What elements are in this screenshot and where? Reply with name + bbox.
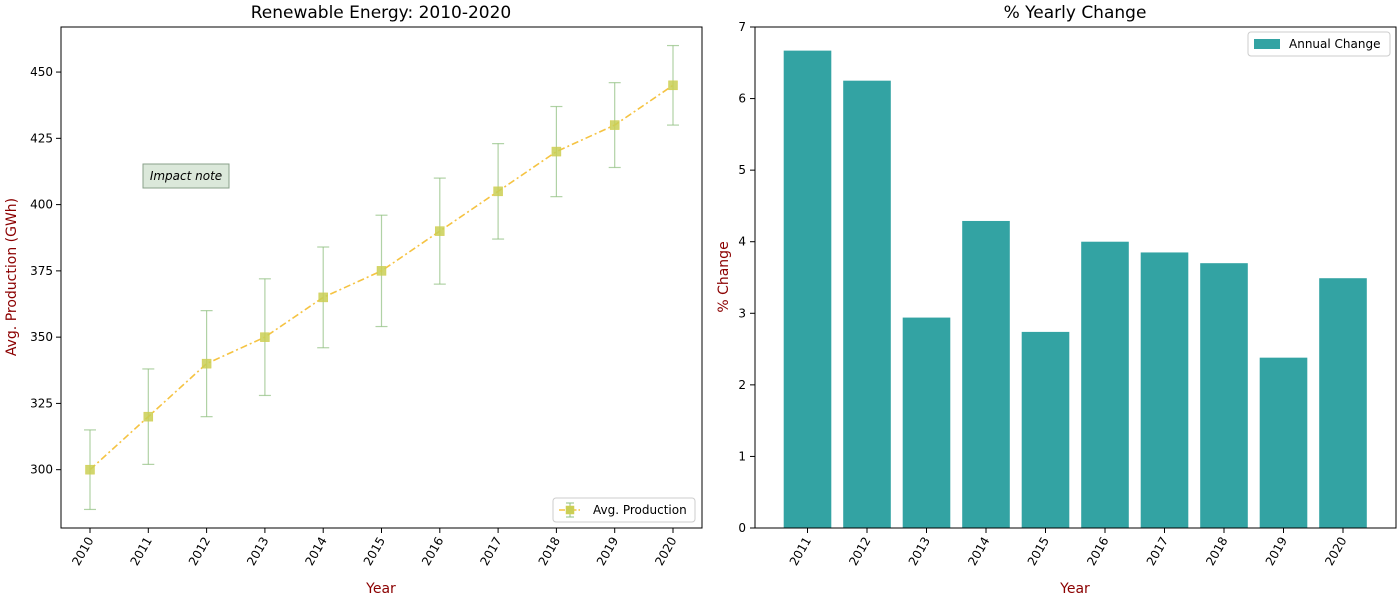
data-point [143, 411, 154, 422]
data-point [376, 266, 387, 276]
legend: Avg. Production [552, 497, 696, 523]
x-tick-label: 2017 [1144, 535, 1171, 568]
legend-frame [1247, 31, 1391, 57]
x-tick-label: 2016 [419, 535, 446, 568]
x-axis-ticks: 2010 2011 2012 2013 2014 2015 2016 2017 2018 2019… [69, 528, 680, 568]
x-tick-label: 2014 [965, 535, 992, 568]
y-tick-label: 6 [738, 92, 746, 106]
bar-2020 [1319, 278, 1367, 528]
y-tick-label: 375 [30, 264, 53, 278]
bar-2016 [1081, 241, 1129, 528]
bars [783, 50, 1367, 529]
x-tick-label: 2011 [128, 535, 155, 568]
y-tick-label: 4 [738, 235, 746, 249]
x-tick-label: 2016 [1084, 535, 1111, 568]
data-point [201, 358, 212, 369]
y-tick-label: 2 [738, 378, 746, 392]
bar-2013 [902, 317, 951, 528]
plot-frame [754, 26, 1397, 529]
data-point [668, 80, 678, 91]
bar-2017 [1140, 252, 1189, 528]
annotation-background [142, 163, 230, 189]
y-axis-label: % Change [716, 241, 732, 312]
legend-label: Annual Change [1289, 37, 1380, 51]
production-chart: Renewable Energy: 2010-2020 300 325 350 375… [4, 3, 703, 597]
annotation-text: Impact note [150, 169, 222, 183]
y-tick-label: 0 [738, 521, 746, 535]
y-tick-label: 400 [30, 198, 53, 212]
data-point [318, 292, 328, 303]
plot-frame [60, 26, 703, 529]
chart-title: Renewable Energy: 2010-2020 [251, 3, 512, 23]
x-tick-label: 2015 [1025, 535, 1052, 568]
legend-label: Avg. Production [593, 503, 687, 517]
data-point [493, 186, 503, 197]
x-tick-label: 2018 [1203, 535, 1230, 568]
bar-2015 [1021, 331, 1070, 528]
x-tick-label: 2012 [846, 535, 873, 568]
y-axis-label: Avg. Production (GWh) [4, 198, 20, 356]
annotation-box: Impact note [142, 163, 230, 189]
y-tick-label: 1 [738, 449, 746, 463]
x-tick-label: 2014 [302, 535, 329, 568]
x-tick-label: 2018 [536, 535, 563, 568]
legend-swatch [1254, 39, 1280, 49]
y-tick-label: 425 [30, 131, 53, 145]
x-tick-label: 2020 [1322, 535, 1349, 568]
data-point [85, 464, 95, 475]
series-markers [85, 80, 678, 475]
y-tick-label: 7 [738, 20, 746, 34]
data-point [260, 332, 270, 342]
y-tick-label: 300 [30, 463, 53, 477]
bar-2018 [1200, 263, 1248, 528]
y-axis-ticks: 300 325 350 375 400 425 450 [30, 65, 61, 477]
y-tick-label: 325 [30, 396, 53, 410]
data-point [609, 120, 620, 130]
y-tick-label: 350 [30, 330, 53, 344]
y-tick-label: 5 [738, 163, 746, 177]
bar-2012 [843, 80, 891, 528]
x-tick-label: 2013 [244, 535, 271, 568]
data-point [435, 226, 445, 236]
bar-2019 [1259, 357, 1308, 528]
x-axis-ticks: 2011 2012 2013 2014 2015 2016 2017 2018 2019 2020 [787, 528, 1350, 568]
x-axis-label: Year [1059, 581, 1090, 597]
legend-frame [552, 497, 696, 523]
x-axis-label: Year [365, 581, 396, 597]
error-bars [84, 44, 679, 511]
legend: Annual Change [1247, 31, 1391, 57]
x-tick-label: 2020 [652, 535, 679, 568]
chart-title: % Yearly Change [1004, 3, 1147, 23]
x-tick-label: 2011 [787, 535, 814, 568]
x-tick-label: 2015 [361, 535, 388, 568]
x-tick-label: 2019 [594, 535, 621, 568]
x-tick-label: 2012 [186, 535, 213, 568]
y-tick-label: 450 [30, 65, 53, 79]
data-point [551, 146, 562, 157]
y-tick-label: 3 [738, 306, 746, 320]
bar-2011 [783, 50, 832, 529]
legend-marker-sample [565, 505, 575, 515]
y-axis-ticks: 0 1 2 3 4 5 6 7 [738, 20, 755, 535]
x-tick-label: 2010 [69, 535, 96, 568]
bar-2014 [962, 220, 1010, 529]
x-tick-label: 2019 [1263, 535, 1290, 568]
x-tick-label: 2013 [906, 535, 933, 568]
x-tick-label: 2017 [477, 535, 504, 568]
